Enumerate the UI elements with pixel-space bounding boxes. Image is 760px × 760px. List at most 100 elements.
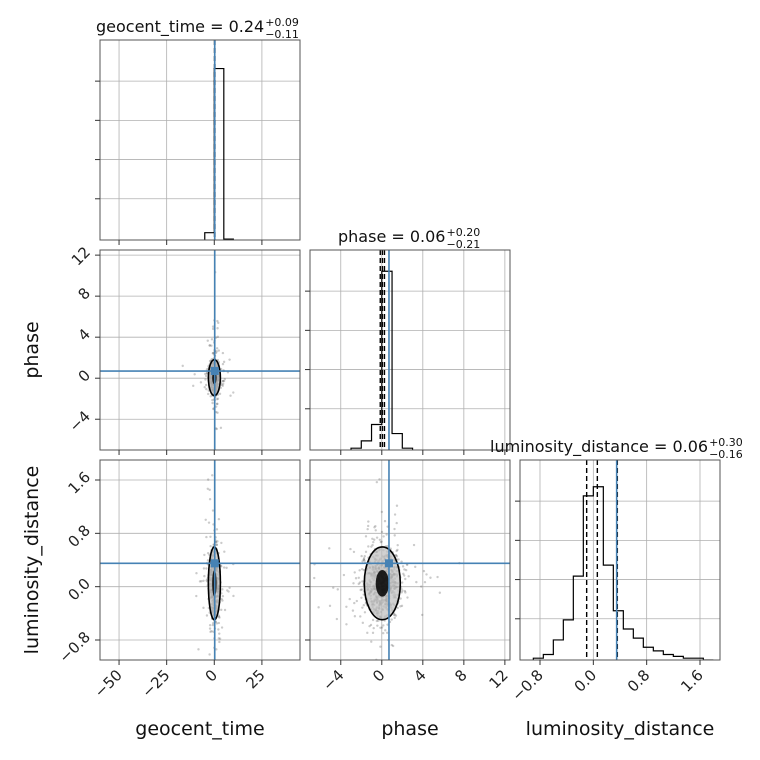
sample-point [362,558,366,561]
sample-point [216,540,219,543]
title-luminosity-distance: luminosity_distance = 0.06 +0.30−0.16 [490,436,743,461]
sample-point [355,599,359,603]
sample-point [220,608,223,612]
sample-point [349,547,352,551]
sample-point [221,362,225,366]
sample-point [384,629,387,632]
sample-point [199,381,203,384]
sample-point [216,397,220,400]
y-tick-label: 1.6 [64,468,94,498]
sample-point [372,626,375,630]
sample-point [220,597,223,601]
sample-point [345,623,348,626]
truth-marker [210,559,219,568]
sample-point [378,538,382,541]
title-phase: phase = 0.06 +0.20−0.21 [338,226,480,251]
x-tick-label: −25 [138,666,173,701]
sample-point [210,687,212,689]
sample-point [215,543,218,547]
sample-point [215,350,218,353]
sample-point [207,392,210,396]
x-axis-label-geocent-time: geocent_time [135,718,264,740]
sample-point [393,513,397,516]
sample-point [422,569,426,573]
sample-point [222,379,226,383]
sample-point [227,590,230,593]
sample-point [395,555,399,558]
sample-point [379,540,383,544]
sample-point [208,627,212,630]
sample-point [373,538,376,541]
y-tick-label: −4 [66,407,94,435]
sample-point [202,606,205,610]
sample-point [226,589,229,592]
sample-point [202,579,205,582]
truth-marker [384,559,393,568]
sample-point [215,398,219,401]
sample-point [217,637,221,640]
y-tick-label: −0.8 [56,628,94,666]
sample-point [375,536,379,539]
sample-point [379,645,382,648]
sample-point [373,526,376,529]
sample-point [425,573,428,576]
y-axis-label-luminosity-distance: luminosity_distance [21,466,43,655]
sample-point [436,575,439,579]
hist-luminosity-distance [532,460,714,660]
sample-point [353,601,356,605]
sample-point [205,372,208,375]
sample-point [423,580,427,584]
sample-point [216,335,220,339]
sample-point [217,517,221,521]
sample-point [394,614,398,617]
sample-point [385,660,387,662]
sample-point [211,351,215,355]
sample-point [348,597,351,601]
y-tick-label: 8 [75,284,94,303]
sample-point [211,623,215,627]
hist-phase [350,250,414,450]
sample-point [218,632,221,635]
sample-point [360,596,363,599]
sample-point [359,615,362,618]
sample-point [371,631,375,635]
sample-point [206,559,210,562]
sample-point [364,535,368,538]
sample-point [401,581,404,584]
sample-point [215,543,219,546]
sample-point [397,558,400,561]
sample-point [210,629,213,633]
sample-point [384,689,386,691]
sample-point [216,411,219,414]
sample-point [205,614,209,617]
sample-point [362,557,366,560]
sample-point [181,364,184,368]
sample-point [364,550,368,554]
sample-point [375,480,379,484]
sample-point [369,623,373,627]
sample-point [342,573,346,577]
sample-point [195,594,198,598]
sample-point [354,577,358,580]
sample-point [200,580,203,583]
x-tick-label: 8 [451,666,470,685]
sample-point [391,644,395,648]
sample-point [390,618,393,621]
sample-point [362,568,366,572]
sample-point [395,521,398,525]
sample-point [217,615,221,618]
sample-point [395,549,398,553]
panel-frame [99,459,301,661]
sample-point [370,640,373,643]
sample-point [359,588,362,592]
x-axis-label-luminosity-distance: luminosity_distance [526,718,715,740]
sample-point [223,608,227,612]
sample-point [415,580,418,584]
sample-point [208,498,212,501]
sample-point [204,378,207,381]
sample-point [374,524,377,528]
sample-point [378,478,381,481]
sample-point [211,509,215,512]
sample-point [377,619,380,622]
